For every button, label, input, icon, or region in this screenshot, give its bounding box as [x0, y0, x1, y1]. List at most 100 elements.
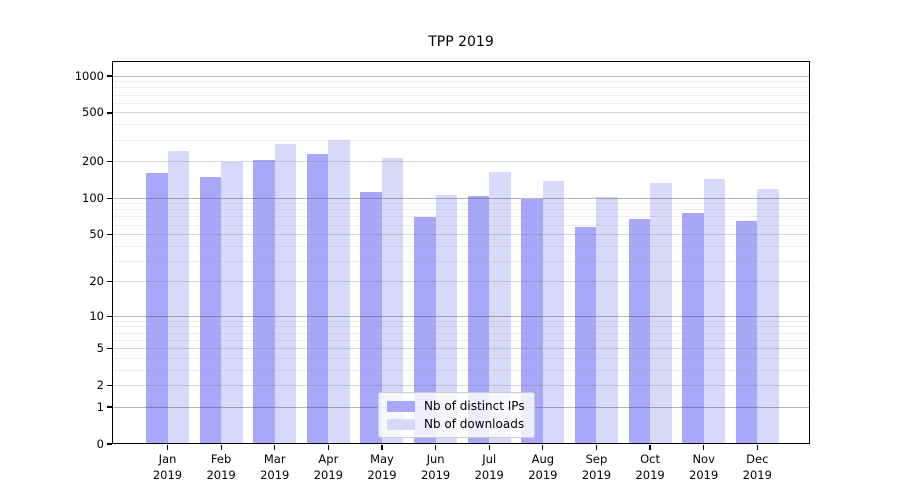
y-tick-label-1000: 1000	[74, 68, 104, 83]
bar-nb-of-downloads-jan-2019	[167, 151, 189, 444]
bar-nb-of-distinct-ips-may-2019	[360, 192, 382, 444]
x-tick-mark-jan-2019	[166, 445, 169, 450]
x-tick-label-feb-2019: Feb 2019	[206, 452, 236, 482]
x-tick-label-nov-2019: Nov 2019	[689, 452, 719, 482]
bar-nb-of-distinct-ips-apr-2019	[306, 154, 329, 444]
gridline-90	[112, 203, 810, 205]
bars-layer	[112, 61, 810, 444]
gridline-4	[112, 357, 810, 359]
gridline-6	[112, 339, 810, 341]
y-tick-mark-20	[107, 281, 112, 283]
gridline-800	[112, 87, 810, 89]
gridline-2	[112, 384, 810, 386]
bar-nb-of-downloads-mar-2019	[274, 144, 297, 444]
gridline-1000	[112, 75, 810, 77]
gridline-900	[112, 81, 810, 83]
gridline-10	[112, 315, 810, 317]
y-tick-mark-500	[107, 112, 112, 114]
y-tick-label-500: 500	[82, 105, 104, 120]
x-tick-mark-feb-2019	[220, 445, 222, 450]
gridline-50	[112, 234, 810, 236]
gridline-700	[112, 94, 810, 96]
bar-nb-of-distinct-ips-oct-2019	[628, 219, 651, 444]
plot-area	[112, 61, 810, 444]
y-tick-label-200: 200	[82, 154, 104, 169]
gridline-3	[112, 369, 810, 371]
x-tick-mark-nov-2019	[703, 445, 705, 450]
gridline-30	[112, 260, 810, 262]
gridline-500	[112, 112, 810, 114]
x-tick-label-oct-2019: Oct 2019	[635, 452, 665, 482]
bar-nb-of-downloads-nov-2019	[703, 178, 726, 444]
y-tick-label-5: 5	[96, 341, 104, 356]
y-tick-label-100: 100	[82, 190, 104, 205]
bar-nb-of-distinct-ips-mar-2019	[253, 159, 275, 444]
gridline-100	[112, 197, 810, 199]
x-tick-mark-sep-2019	[595, 445, 598, 450]
x-tick-label-jul-2019: Jul 2019	[474, 452, 504, 482]
x-tick-mark-apr-2019	[327, 445, 329, 450]
bar-nb-of-downloads-jul-2019	[489, 172, 511, 444]
y-tick-label-0: 0	[96, 436, 104, 451]
y-tick-mark-2	[107, 384, 112, 387]
gridline-300	[112, 139, 810, 141]
x-tick-mark-aug-2019	[542, 445, 544, 450]
gridline-70	[112, 216, 810, 218]
x-tick-mark-dec-2019	[756, 445, 758, 450]
bar-nb-of-distinct-ips-feb-2019	[199, 176, 222, 444]
y-tick-mark-1000	[107, 75, 112, 77]
bar-nb-of-distinct-ips-nov-2019	[682, 212, 704, 444]
bar-nb-of-distinct-ips-jan-2019	[146, 173, 168, 444]
y-tick-mark-0	[107, 443, 112, 445]
x-tick-label-jun-2019: Jun 2019	[420, 452, 451, 482]
x-tick-label-sep-2019: Sep 2019	[581, 452, 612, 482]
gridline-600	[112, 102, 810, 104]
gridline-200	[112, 161, 810, 163]
legend-item-downloads: Nb of downloads	[387, 417, 525, 431]
x-tick-label-aug-2019: Aug 2019	[528, 452, 558, 482]
gridline-80	[112, 209, 810, 211]
gridline-20	[112, 281, 810, 283]
y-tick-label-50: 50	[89, 227, 104, 242]
bar-nb-of-downloads-dec-2019	[757, 189, 779, 444]
gridline-400	[112, 124, 810, 126]
y-tick-label-1: 1	[96, 399, 104, 414]
y-tick-mark-10	[107, 315, 112, 317]
bar-nb-of-distinct-ips-jun-2019	[414, 216, 436, 444]
legend-label-downloads: Nb of downloads	[424, 417, 525, 431]
x-tick-label-jan-2019: Jan 2019	[152, 452, 183, 482]
bar-nb-of-distinct-ips-dec-2019	[735, 220, 758, 444]
x-tick-label-mar-2019: Mar 2019	[260, 452, 290, 482]
bar-nb-of-downloads-aug-2019	[542, 180, 565, 444]
bar-nb-of-distinct-ips-sep-2019	[574, 226, 597, 444]
x-tick-label-apr-2019: Apr 2019	[313, 452, 343, 482]
x-tick-label-may-2019: May 2019	[367, 452, 397, 482]
gridline-5	[112, 348, 810, 350]
x-tick-mark-jun-2019	[435, 445, 437, 450]
gridline-40	[112, 245, 810, 247]
gridline-60	[112, 224, 810, 226]
x-tick-mark-may-2019	[381, 445, 383, 450]
bar-nb-of-downloads-oct-2019	[650, 182, 672, 444]
grid-layer	[112, 61, 810, 444]
bar-nb-of-downloads-may-2019	[381, 157, 404, 444]
y-tick-label-20: 20	[89, 274, 104, 289]
x-tick-label-dec-2019: Dec 2019	[742, 452, 772, 482]
y-tick-mark-200	[107, 160, 112, 163]
chart-title: TPP 2019	[428, 34, 494, 50]
y-tick-label-10: 10	[89, 308, 104, 323]
gridline-7	[112, 332, 810, 334]
y-tick-mark-50	[107, 233, 112, 236]
bar-nb-of-downloads-sep-2019	[596, 196, 618, 444]
y-tick-mark-1	[107, 406, 112, 408]
y-tick-mark-5	[107, 347, 112, 350]
legend-label-distinct-ips: Nb of distinct IPs	[424, 399, 525, 413]
y-tick-mark-100	[107, 197, 112, 199]
legend-item-distinct-ips: Nb of distinct IPs	[387, 399, 525, 413]
bar-nb-of-downloads-apr-2019	[328, 139, 350, 444]
legend: Nb of distinct IPs Nb of downloads	[378, 392, 535, 438]
legend-swatch-downloads	[387, 418, 415, 430]
bar-nb-of-distinct-ips-jul-2019	[467, 196, 490, 444]
x-tick-mark-mar-2019	[274, 445, 276, 450]
